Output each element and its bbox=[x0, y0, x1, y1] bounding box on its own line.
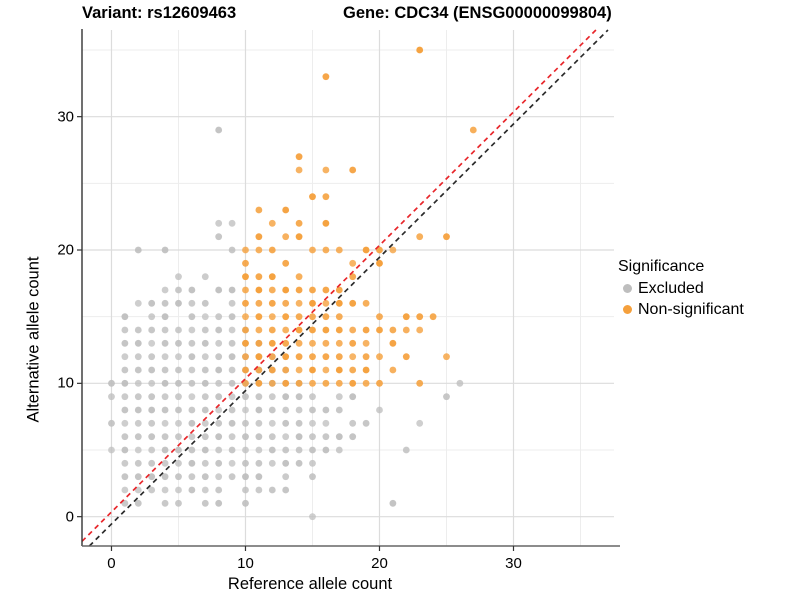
y-tick-label: 20 bbox=[57, 241, 74, 259]
legend: Significance Excluded Non-significant bbox=[618, 258, 796, 320]
tick-marks bbox=[77, 116, 515, 551]
gene-title: Gene: CDC34 (ENSG00000099804) bbox=[343, 4, 612, 22]
x-tick-label: 0 bbox=[107, 555, 116, 572]
x-tick-label: 20 bbox=[371, 555, 388, 572]
legend-dot-excluded-icon bbox=[618, 280, 636, 298]
y-axis-title: Alternative allele count bbox=[24, 256, 43, 423]
legend-dot-nonsignificant-icon bbox=[618, 301, 636, 319]
x-tick-label: 30 bbox=[505, 555, 522, 572]
y-tick-label: 10 bbox=[57, 374, 74, 392]
legend-title: Significance bbox=[618, 258, 705, 275]
points-nonsignificant bbox=[242, 46, 477, 387]
reference-lines bbox=[81, 29, 609, 547]
legend-item-nonsignificant[interactable]: Non-significant bbox=[618, 299, 796, 320]
x-axis-title: Reference allele count bbox=[227, 575, 393, 593]
major-gridlines bbox=[82, 30, 614, 546]
chart-title-row: Variant: rs12609463 Gene: CDC34 (ENSG000… bbox=[0, 4, 800, 28]
axis-lines bbox=[81, 29, 620, 547]
y-tick-label: 0 bbox=[65, 508, 74, 526]
x-tick-label: 10 bbox=[237, 555, 254, 572]
points-excluded bbox=[108, 126, 464, 521]
minor-gridlines bbox=[82, 30, 614, 546]
legend-item-excluded[interactable]: Excluded bbox=[618, 278, 796, 299]
variant-title: Variant: rs12609463 bbox=[82, 4, 237, 22]
legend-label-nonsignificant: Non-significant bbox=[638, 300, 744, 318]
legend-label-excluded: Excluded bbox=[638, 279, 704, 297]
y-tick-label: 30 bbox=[57, 108, 74, 126]
